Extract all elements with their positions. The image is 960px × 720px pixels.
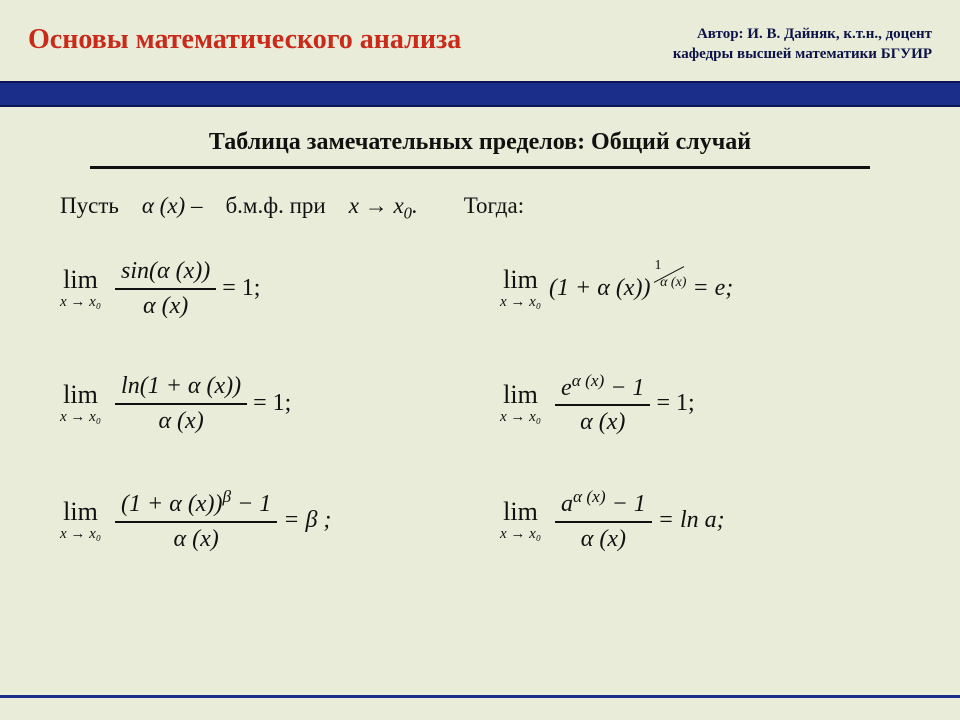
frac: aα (x) − 1 α (x) — [555, 487, 652, 554]
exponent-frac: 1 α (x) — [652, 259, 686, 290]
frac: sin(α (x)) α (x) — [115, 257, 216, 321]
footer-rule — [0, 695, 960, 698]
blue-bar — [0, 81, 960, 107]
formula-e: lim x → x₀ (1 + α (x)) 1 α (x) = e; — [500, 257, 920, 321]
base: (1 + α (x)) — [549, 275, 650, 302]
lim-symbol: lim x → x₀ — [500, 267, 541, 310]
rhs: = 1; — [253, 390, 291, 417]
lim-symbol: lim x → x₀ — [60, 499, 101, 542]
subtitle: Таблица замечательных пределов: Общий сл… — [209, 129, 751, 162]
intro-bmf: б.м.ф. при — [225, 193, 325, 218]
author-line2: кафедры высшей математики БГУИР — [673, 44, 932, 64]
author-line1: Автор: И. В. Дайняк, к.т.н., доцент — [673, 24, 932, 44]
intro-limit: x → x0. — [349, 193, 418, 218]
lim-symbol: lim x → x₀ — [500, 382, 541, 425]
main-title: Основы математического анализа — [28, 24, 673, 56]
rhs: = 1; — [222, 275, 260, 302]
intro-alpha: α (x) – — [142, 193, 203, 218]
intro-line: Пусть α (x) – б.м.ф. при x → x0. Тогда: — [60, 193, 960, 224]
frac: (1 + α (x))β − 1 α (x) — [115, 487, 277, 554]
intro-pust: Пусть — [60, 193, 119, 218]
formula-a-exp: lim x → x₀ aα (x) − 1 α (x) = ln a; — [500, 487, 920, 554]
subtitle-wrap: Таблица замечательных пределов: Общий сл… — [0, 129, 960, 169]
frac: ln(1 + α (x)) α (x) — [115, 372, 247, 436]
lim-symbol: lim x → x₀ — [60, 267, 101, 310]
rhs: = e; — [692, 275, 733, 302]
lim-symbol: lim x → x₀ — [60, 382, 101, 425]
formula-grid: lim x → x₀ sin(α (x)) α (x) = 1; lim x →… — [0, 223, 960, 554]
header: Основы математического анализа Автор: И.… — [0, 0, 960, 81]
author-block: Автор: И. В. Дайняк, к.т.н., доцент кафе… — [673, 24, 932, 65]
subtitle-rule — [90, 166, 870, 169]
rhs: = β ; — [283, 507, 331, 534]
formula-ln: lim x → x₀ ln(1 + α (x)) α (x) = 1; — [60, 371, 480, 438]
formula-sin: lim x → x₀ sin(α (x)) α (x) = 1; — [60, 257, 480, 321]
formula-exp: lim x → x₀ eα (x) − 1 α (x) = 1; — [500, 371, 920, 438]
lim-symbol: lim x → x₀ — [500, 499, 541, 542]
rhs: = 1; — [656, 390, 694, 417]
formula-beta: lim x → x₀ (1 + α (x))β − 1 α (x) = β ; — [60, 487, 480, 554]
intro-togda: Тогда: — [464, 193, 524, 218]
frac: eα (x) − 1 α (x) — [555, 371, 650, 438]
rhs: = ln a; — [658, 507, 725, 534]
